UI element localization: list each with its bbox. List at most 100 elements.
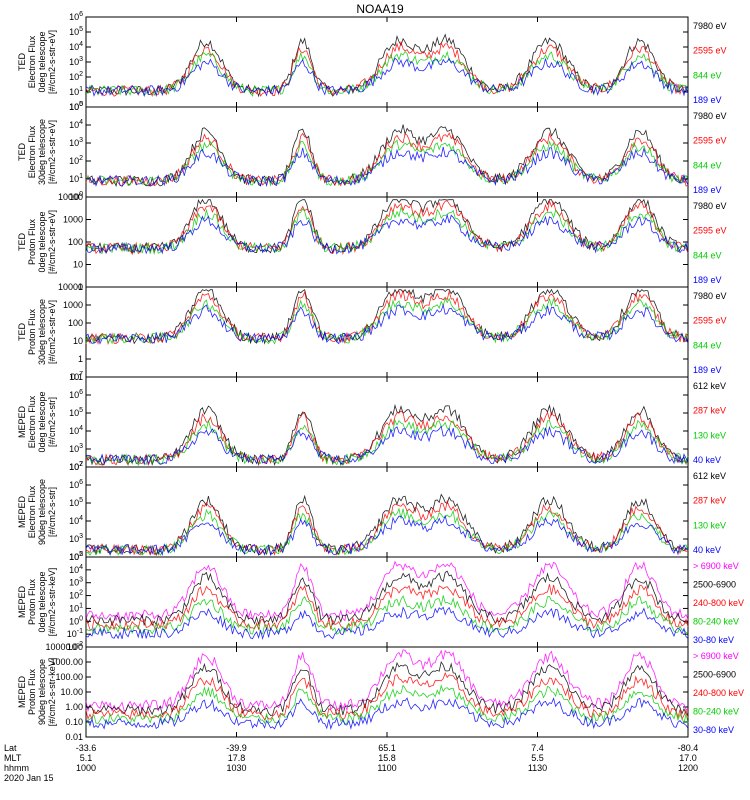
x-tick-lat: -33.6	[76, 743, 97, 753]
y-axis-label-line: 0deg telescope	[37, 31, 47, 92]
legend-entry: 7980 eV	[693, 21, 727, 31]
y-tick-text: 10-2	[67, 641, 83, 652]
x-tick-hhmm: 1100	[377, 763, 396, 773]
y-tick-text: 100	[69, 191, 83, 202]
x-tick-lat: -39.9	[226, 743, 247, 753]
y-tick-label: 101	[69, 173, 83, 184]
y-tick-text: 107	[69, 461, 83, 472]
x-tick-hhmm: 1030	[226, 763, 246, 773]
y-axis-label-line: MEPED	[17, 676, 27, 709]
panel-frame	[85, 556, 689, 648]
series-line	[85, 507, 689, 556]
y-tick-text: 10.00	[60, 687, 83, 697]
y-tick-label: 100	[69, 615, 83, 626]
y-tick-label: 103	[69, 56, 83, 67]
y-axis-label-line: Proton Flux	[27, 308, 37, 355]
y-axis-label: TEDProton Flux0deg telescope[#/cm2-s-str…	[17, 210, 57, 274]
legend-entry: 7980 eV	[693, 111, 727, 121]
legend-entry: 130 keV	[693, 520, 726, 530]
y-tick-text: 10000	[58, 192, 83, 202]
y-axis-label: MEPEDProton Flux90deg telescope[#/cm2-s-…	[17, 658, 57, 727]
series-line	[85, 290, 689, 345]
y-tick-text: 105	[69, 407, 83, 418]
y-axis-label-line: [#/cm2-s-str-eV]	[47, 300, 57, 364]
y-tick-text: 100	[68, 318, 83, 328]
series-line	[85, 124, 689, 188]
legend-entry: 130 keV	[693, 430, 726, 440]
y-tick-label: 103	[69, 137, 83, 148]
y-tick-text: 101	[69, 86, 83, 97]
y-axis-label-line: Proton Flux	[27, 668, 37, 715]
y-tick-text: 104	[69, 119, 83, 130]
legend-entry: 844 eV	[693, 250, 722, 260]
legend-entry: 189 eV	[693, 275, 722, 285]
legend-entry: 2595 eV	[693, 316, 727, 326]
series-line	[85, 57, 689, 98]
legend-entry: 40 keV	[693, 455, 721, 465]
legend-entry: 612 keV	[693, 471, 726, 481]
y-tick-label: 106	[69, 11, 83, 22]
y-tick-label: 106	[69, 389, 83, 400]
chart-title: NOAA19	[356, 2, 404, 16]
y-tick-label: 0.10	[65, 717, 83, 727]
y-axis-label-line: MEPED	[17, 586, 27, 619]
y-tick-text: 10000	[58, 282, 83, 292]
y-tick-label: 0.1	[70, 372, 83, 382]
series-line	[85, 595, 689, 635]
x-row-label: MLT	[4, 753, 22, 763]
y-axis-label-line: Proton Flux	[27, 578, 37, 625]
panel-meped-e-0: 102 103 104 105 106 107 MEPEDElectron Flux0deg…	[17, 371, 726, 472]
y-axis-label: TEDElectron Flux30deg telescope[#/cm2-s-…	[17, 119, 57, 185]
series-line	[85, 514, 689, 557]
x-tick-hhmm: 1000	[76, 763, 96, 773]
y-axis-label: MEPEDElectron Flux0deg telescope[#/cm2-s…	[17, 391, 57, 452]
y-axis-label-line: Electron Flux	[27, 125, 37, 178]
y-axis-label-line: TED	[17, 232, 27, 251]
y-tick-label: 1000.00	[50, 657, 83, 667]
series-line	[85, 560, 689, 622]
legend-entry: 612 keV	[693, 381, 726, 391]
y-tick-text: 104	[69, 425, 83, 436]
legend-entry: 287 keV	[693, 496, 726, 506]
y-tick-text: 10-1	[67, 628, 83, 639]
y-tick-label: 10-1	[67, 628, 83, 639]
y-tick-label: 100	[68, 237, 83, 247]
legend-entry: 80-240 keV	[693, 617, 739, 627]
y-tick-text: 105	[69, 497, 83, 508]
x-tick-lat: 7.4	[531, 743, 544, 753]
y-tick-label: 10	[73, 260, 83, 270]
y-tick-label: 105	[69, 551, 83, 562]
y-tick-label: 1	[78, 282, 83, 292]
y-axis-label-line: [#/cm2-s-str]	[47, 487, 57, 537]
y-tick-label: 101	[69, 86, 83, 97]
y-tick-text: 1000.00	[50, 657, 83, 667]
y-axis-label-line: [#/cm2-s-str-eV]	[47, 30, 57, 94]
y-tick-label: 107	[69, 371, 83, 382]
y-tick-label: 100.00	[55, 672, 83, 682]
series-line	[85, 410, 689, 467]
y-tick-label: 1	[78, 354, 83, 364]
x-tick-mlt: 17.0	[679, 753, 697, 763]
y-tick-label: 104	[69, 564, 83, 575]
series-line	[85, 132, 689, 187]
y-axis-label-line: 90deg telescope	[37, 659, 47, 725]
y-tick-label: 102	[69, 551, 83, 562]
legend-entry: 844 eV	[693, 340, 722, 350]
y-tick-label: 104	[69, 119, 83, 130]
series-line	[85, 40, 689, 97]
y-tick-text: 103	[69, 577, 83, 588]
x-tick-hhmm: 1200	[678, 763, 698, 773]
y-tick-text: 100	[68, 237, 83, 247]
y-tick-text: 104	[69, 41, 83, 52]
y-tick-label: 10-2	[67, 641, 83, 652]
y-tick-label: 100	[69, 101, 83, 112]
y-tick-label: 0.01	[65, 732, 83, 742]
y-tick-text: 102	[69, 590, 83, 601]
series-line	[85, 403, 689, 467]
y-axis-label-line: [#/cm2-s-str-keV]	[47, 658, 57, 727]
y-tick-label: 101	[69, 602, 83, 613]
y-tick-text: 1.00	[65, 702, 83, 712]
y-tick-text: 100	[69, 615, 83, 626]
y-tick-text: 10	[73, 336, 83, 346]
